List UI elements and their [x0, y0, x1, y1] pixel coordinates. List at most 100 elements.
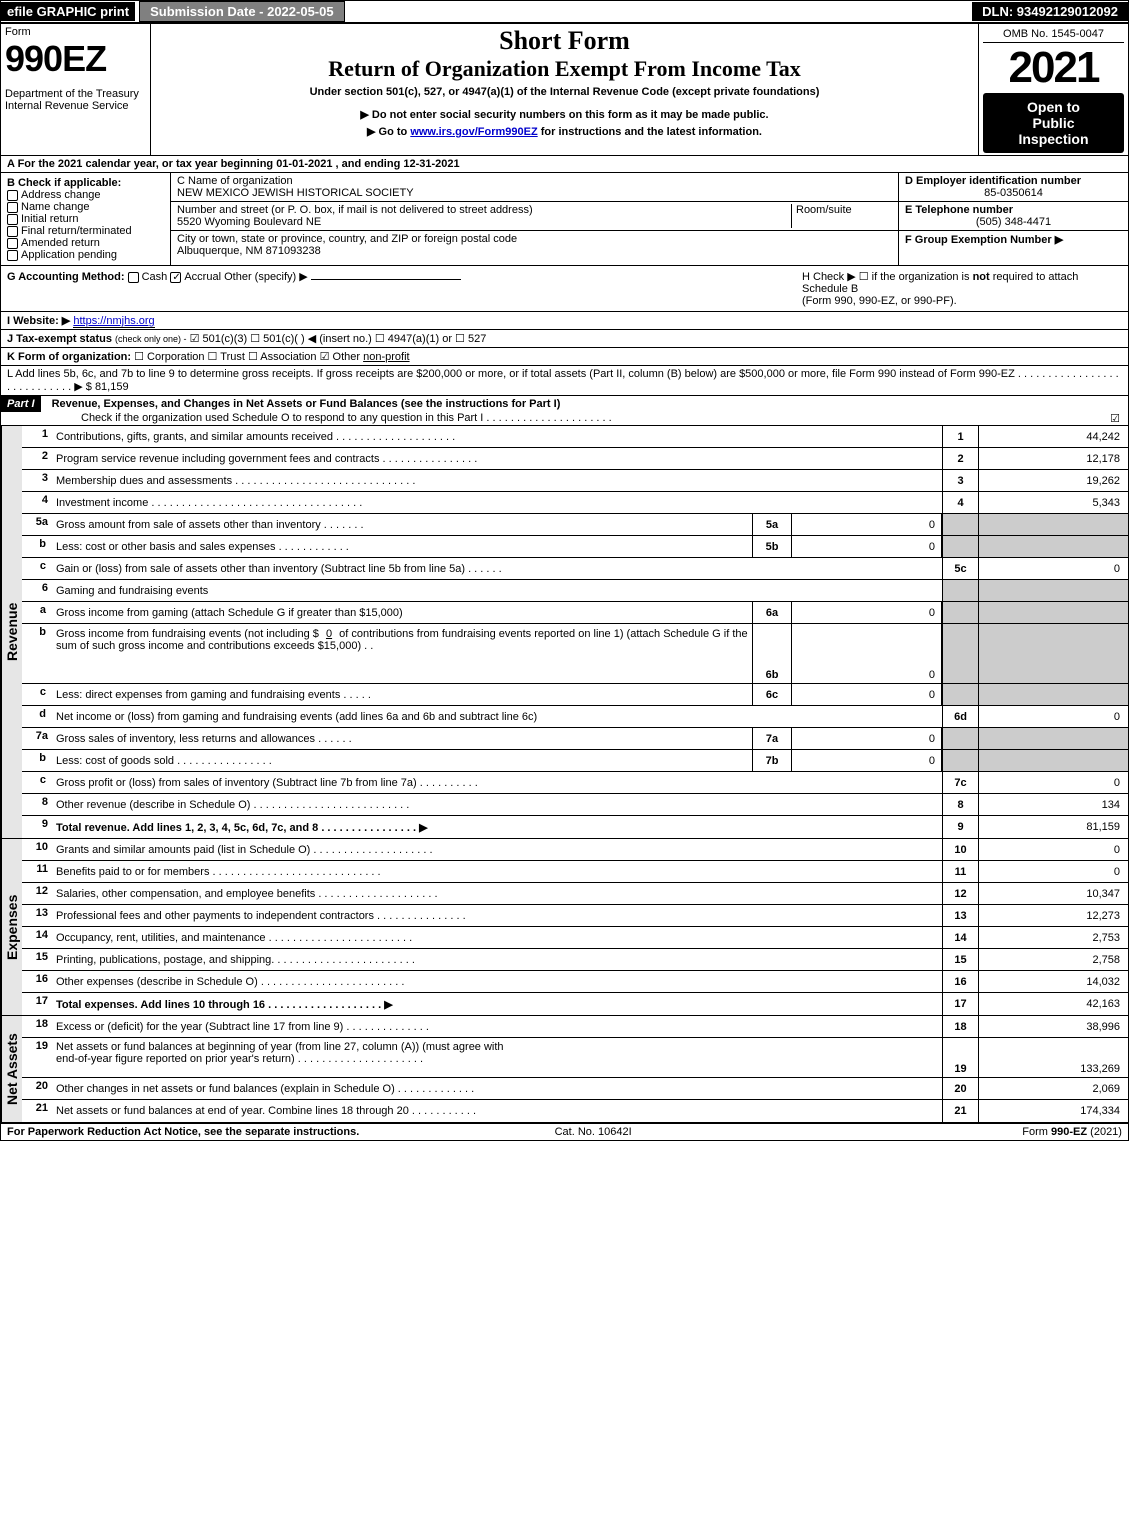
rnum-gray [942, 602, 978, 623]
lnum: c [22, 558, 52, 579]
lnum: 3 [22, 470, 52, 491]
rnum: 20 [942, 1078, 978, 1099]
lnum: 17 [22, 993, 52, 1015]
b-item-amended[interactable]: Amended return [7, 237, 164, 249]
midval: 0 [792, 514, 942, 535]
checkbox-icon[interactable] [7, 190, 18, 201]
rnum: 10 [942, 839, 978, 860]
rval-gray [978, 514, 1128, 535]
b-item-final[interactable]: Final return/terminated [7, 225, 164, 237]
addr-label: Number and street (or P. O. box, if mail… [177, 204, 787, 216]
b-item-name[interactable]: Name change [7, 201, 164, 213]
lnum: 21 [22, 1100, 52, 1122]
checkbox-icon[interactable] [7, 238, 18, 249]
rval: 0 [978, 861, 1128, 882]
b-item-pending[interactable]: Application pending [7, 249, 164, 261]
ldesc: Other expenses (describe in Schedule O) … [52, 971, 942, 992]
midval: 0 [792, 750, 942, 771]
rnum: 13 [942, 905, 978, 926]
lnum: 14 [22, 927, 52, 948]
ldesc: Gross income from gaming (attach Schedul… [52, 602, 752, 623]
line-20: 20 Other changes in net assets or fund b… [22, 1078, 1128, 1100]
subtitle-3: ▶ Go to www.irs.gov/Form990EZ for instru… [159, 125, 970, 138]
lnum: 11 [22, 861, 52, 882]
rval: 81,159 [978, 816, 1128, 838]
midval: 0 [792, 602, 942, 623]
b-label-1: Name change [21, 201, 90, 213]
rnum: 4 [942, 492, 978, 513]
ldesc: Other changes in net assets or fund bala… [52, 1078, 942, 1099]
ldesc: Benefits paid to or for members . . . . … [52, 861, 942, 882]
ldesc: Less: direct expenses from gaming and fu… [52, 684, 752, 705]
line-12: 12 Salaries, other compensation, and emp… [22, 883, 1128, 905]
checkbox-icon[interactable] [7, 214, 18, 225]
rval: 0 [978, 772, 1128, 793]
rnum-gray [942, 750, 978, 771]
line-13: 13 Professional fees and other payments … [22, 905, 1128, 927]
footer-left: For Paperwork Reduction Act Notice, see … [7, 1126, 359, 1138]
ldesc: Gain or (loss) from sale of assets other… [52, 558, 942, 579]
expenses-vlabel: Expenses [1, 839, 22, 1015]
lnum: 13 [22, 905, 52, 926]
i-label: I Website: ▶ [7, 315, 70, 327]
header-left: Form 990EZ Department of the Treasury In… [1, 24, 151, 155]
checkbox-icon[interactable] [7, 202, 18, 213]
header-center: Short Form Return of Organization Exempt… [151, 24, 978, 155]
lnum: d [22, 706, 52, 727]
street-address: 5520 Wyoming Boulevard NE [177, 216, 787, 228]
line-8: 8 Other revenue (describe in Schedule O)… [22, 794, 1128, 816]
rval-gray [978, 536, 1128, 557]
line-5a: 5a Gross amount from sale of assets othe… [22, 514, 1128, 536]
midbox: 7b [752, 750, 792, 771]
ldesc: Net income or (loss) from gaming and fun… [52, 706, 942, 727]
sub3-post: for instructions and the latest informat… [538, 126, 762, 138]
lnum: b [22, 536, 52, 557]
j-label: J Tax-exempt status [7, 333, 112, 345]
ldesc-19: Net assets or fund balances at beginning… [52, 1038, 942, 1077]
ldesc: Gaming and fundraising events [52, 580, 942, 601]
checkbox-icon[interactable] [7, 250, 18, 261]
rval: 0 [978, 558, 1128, 579]
lnum: a [22, 602, 52, 623]
column-b: B Check if applicable: Address change Na… [1, 173, 171, 265]
top-bar: efile GRAPHIC print Submission Date - 20… [1, 1, 1128, 24]
ldesc: Excess or (deficit) for the year (Subtra… [52, 1016, 942, 1037]
checkbox-accrual[interactable] [170, 272, 181, 283]
open-line1: Open to [987, 99, 1120, 115]
ldesc: Investment income . . . . . . . . . . . … [52, 492, 942, 513]
room-label: Room/suite [792, 204, 892, 228]
rnum: 6d [942, 706, 978, 727]
midval: 0 [792, 624, 942, 683]
line-19: 19 Net assets or fund balances at beginn… [22, 1038, 1128, 1078]
l-value: $ 81,159 [86, 381, 129, 393]
b-item-address[interactable]: Address change [7, 189, 164, 201]
b-label-4: Amended return [21, 237, 100, 249]
midval: 0 [792, 536, 942, 557]
ldesc: Gross amount from sale of assets other t… [52, 514, 752, 535]
g-other-line[interactable] [311, 279, 461, 280]
b-label-2: Initial return [21, 213, 78, 225]
lnum: 19 [22, 1038, 52, 1077]
rnum-gray [942, 536, 978, 557]
website-link[interactable]: https://nmjhs.org [73, 315, 154, 328]
part1-title: Revenue, Expenses, and Changes in Net As… [44, 398, 561, 410]
b-label-3: Final return/terminated [21, 225, 132, 237]
checkbox-cash[interactable] [128, 272, 139, 283]
section-bcdef: B Check if applicable: Address change Na… [1, 173, 1128, 266]
tax-year: 2021 [983, 43, 1124, 93]
b-item-initial[interactable]: Initial return [7, 213, 164, 225]
c-label: C Name of organization [177, 175, 892, 187]
ldesc: Gross profit or (loss) from sales of inv… [52, 772, 942, 793]
omb-number: OMB No. 1545-0047 [983, 26, 1124, 43]
rval-gray [978, 580, 1128, 601]
ldesc: Contributions, gifts, grants, and simila… [52, 426, 942, 447]
j-opts: ☑ 501(c)(3) ☐ 501(c)( ) ◀ (insert no.) ☐… [190, 333, 487, 345]
form-number: 990EZ [5, 38, 146, 80]
irs-link[interactable]: www.irs.gov/Form990EZ [410, 126, 537, 138]
revenue-vlabel: Revenue [1, 426, 22, 838]
midval: 0 [792, 728, 942, 749]
rval: 19,262 [978, 470, 1128, 491]
rval: 2,753 [978, 927, 1128, 948]
checkbox-icon[interactable] [7, 226, 18, 237]
netassets-section: Net Assets 18 Excess or (deficit) for th… [1, 1016, 1128, 1124]
